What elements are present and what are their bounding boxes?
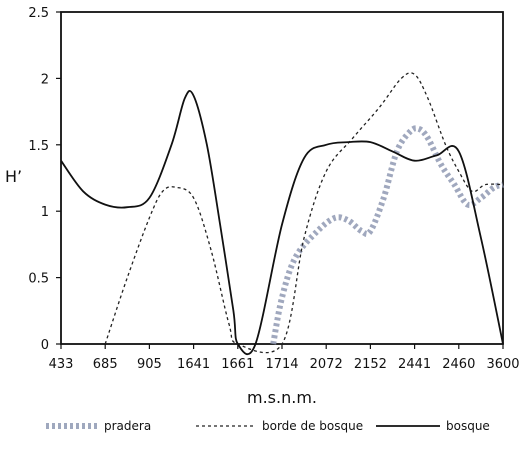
legend-label: pradera <box>104 419 151 433</box>
x-tick-label: 3600 <box>486 357 519 372</box>
x-tick-label: 1641 <box>177 357 210 372</box>
x-tick-label: 905 <box>137 357 162 372</box>
y-tick-label: 1 <box>41 205 49 220</box>
x-tick-label: 1661 <box>221 357 254 372</box>
y-tick-label: 0 <box>41 338 49 353</box>
series-line-borde-de-bosque <box>104 72 504 354</box>
series-line-pradera <box>270 125 504 345</box>
y-axis-title: H’ <box>5 167 22 186</box>
legend-label: borde de bosque <box>262 419 363 433</box>
x-tick-label: 1714 <box>265 357 298 372</box>
x-tick-label: 2072 <box>310 357 343 372</box>
y-axis: 0 0.5 1 1.5 2 2.5 <box>28 6 61 353</box>
y-tick-label: 2 <box>41 72 49 87</box>
x-tick-label: 2441 <box>398 357 431 372</box>
y-tick-label: 2.5 <box>28 6 49 21</box>
legend-label: bosque <box>446 419 490 433</box>
series-line-bosque <box>60 90 504 356</box>
y-tick-label: 1.5 <box>28 139 49 154</box>
legend: pradera borde de bosque bosque <box>46 419 490 433</box>
x-tick-label: 685 <box>93 357 118 372</box>
x-tick-label: 2152 <box>354 357 387 372</box>
series-layer <box>60 72 504 356</box>
x-tick-label: 2460 <box>442 357 475 372</box>
x-tick-label: 433 <box>49 357 74 372</box>
x-axis: 433 685 905 1641 1661 1714 2072 2152 2441 2460 360… <box>49 344 520 372</box>
x-axis-title: m.s.n.m. <box>247 388 317 407</box>
y-tick-label: 0.5 <box>28 272 49 287</box>
